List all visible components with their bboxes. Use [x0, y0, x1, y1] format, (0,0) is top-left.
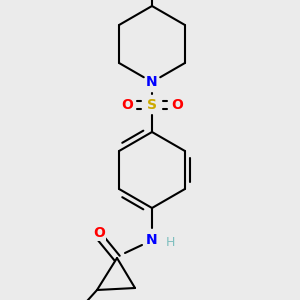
Text: N: N	[146, 233, 158, 247]
Text: O: O	[171, 98, 183, 112]
Text: N: N	[146, 75, 158, 89]
Text: N: N	[146, 75, 158, 89]
Text: H: H	[165, 236, 175, 248]
Text: O: O	[121, 98, 133, 112]
Text: S: S	[147, 98, 157, 112]
Text: O: O	[93, 226, 105, 240]
